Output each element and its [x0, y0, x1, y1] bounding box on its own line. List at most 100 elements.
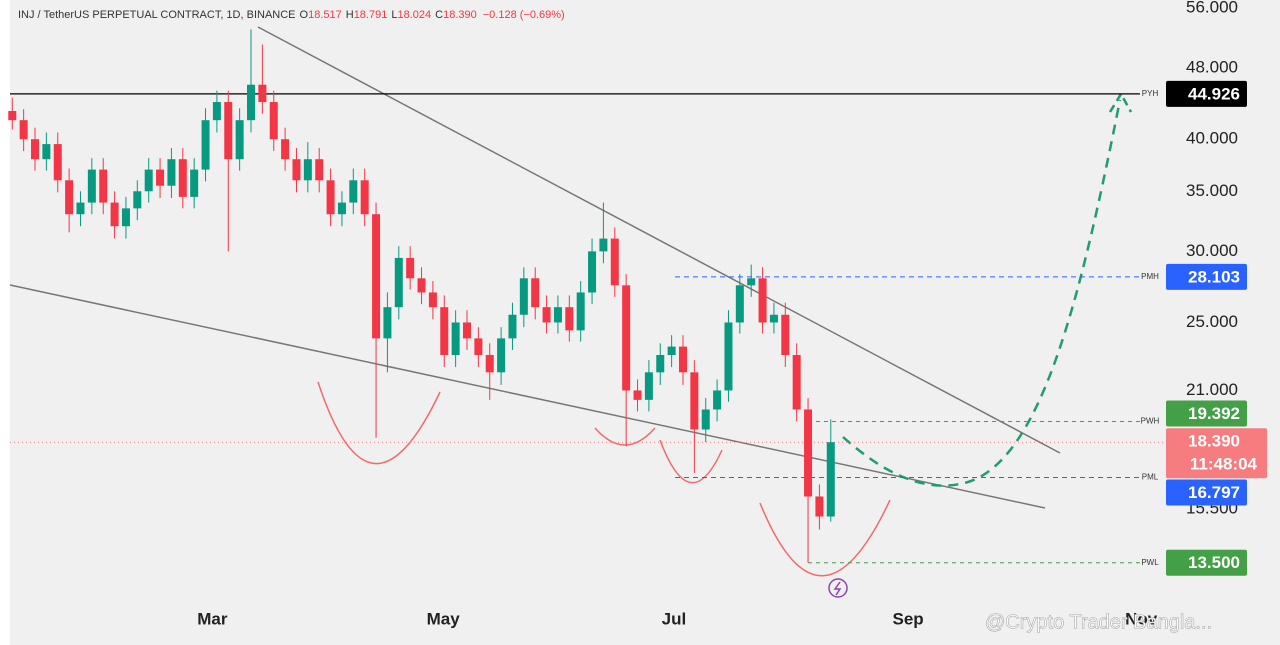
candle-body [610, 238, 619, 286]
price-tag-label: 19.392 [1188, 404, 1240, 423]
candle-body [258, 84, 267, 103]
candle-body [519, 278, 528, 315]
candle-body [644, 372, 653, 400]
ohlc-key: C [435, 9, 444, 21]
price-tag-box [1166, 479, 1247, 506]
candle-body [497, 338, 506, 373]
price-tag-box [1166, 80, 1247, 107]
candle-body [451, 322, 460, 355]
candle-body [815, 496, 824, 517]
y-tick-label: 56.000 [1186, 0, 1238, 16]
candle-body [485, 354, 494, 373]
candle-body [701, 409, 710, 430]
countdown: 11:48:04 [1190, 455, 1258, 474]
candle-body [724, 322, 733, 391]
x-tick-label: Sep [892, 609, 923, 628]
ohlc-value: 18.517 [308, 9, 342, 21]
watermark: @Crypto Trader Bangla... [985, 611, 1212, 633]
ohlc-key: H [345, 9, 354, 21]
arc [317, 381, 441, 465]
ohlc-value: 18.390 [443, 9, 477, 21]
candle-body [281, 139, 290, 160]
price-tag-label: 16.797 [1188, 483, 1240, 502]
x-tick-label: May [427, 609, 461, 628]
y-tick-label: 48.000 [1186, 58, 1238, 77]
ohlc-key: O [299, 9, 309, 21]
candle-body [758, 278, 767, 323]
y-tick-label: 35.000 [1186, 181, 1238, 200]
y-tick-label: 30.000 [1186, 241, 1238, 260]
price-line-tag: PMH [1141, 272, 1159, 281]
symbol: INJ / TetherUS PERPETUAL CONTRACT, 1D, B… [18, 9, 296, 21]
x-tick-label: Nov [1125, 609, 1158, 628]
candle-body [178, 159, 187, 197]
candle-body [474, 338, 483, 355]
candle-body [121, 208, 130, 227]
candle-body [133, 191, 142, 209]
candle-body [315, 159, 324, 181]
arc [659, 439, 723, 484]
price-line-tag: PWH [1141, 417, 1160, 426]
candle-body [417, 278, 426, 293]
candle-body [622, 285, 631, 391]
ohlc-key: L [391, 9, 398, 21]
candle-body [656, 354, 665, 373]
candle-body [303, 159, 312, 181]
price-tag-label: 28.103 [1188, 267, 1240, 286]
candle-body [735, 285, 744, 323]
price-line-tag: PML [1142, 473, 1159, 482]
trend-line [9, 284, 1046, 509]
alert-icon [828, 578, 848, 598]
candle-body [428, 292, 437, 308]
arc [594, 427, 656, 446]
candle-body [576, 292, 585, 331]
candle-body [678, 346, 687, 373]
candle-body [781, 314, 790, 355]
candle-body [326, 180, 335, 215]
candle-body [235, 120, 244, 160]
candle-body [462, 322, 471, 339]
candle-body [599, 238, 608, 252]
candle-body [31, 139, 40, 160]
drawings [9, 26, 1133, 598]
candle-body [99, 169, 108, 203]
candle-body [269, 102, 278, 140]
candle-body [337, 202, 346, 215]
price-line-tag: PYH [1142, 89, 1159, 98]
candle-body [508, 314, 517, 339]
ohlc-value: 18.791 [353, 9, 388, 21]
candle-body [531, 278, 540, 308]
last-price-label: 18.390 [1188, 432, 1240, 451]
candle-body [360, 180, 369, 215]
candle-body [553, 307, 562, 323]
candle-body [394, 257, 403, 308]
candle-body [440, 307, 449, 355]
candle-body [190, 169, 199, 197]
candle-body [144, 169, 153, 192]
candle-body [792, 354, 801, 410]
candle-body [565, 307, 574, 331]
candle-body [53, 144, 62, 181]
candle-body [747, 278, 756, 286]
y-tick-label: 21.000 [1186, 380, 1238, 399]
price-tag-box [1166, 549, 1247, 576]
candle-body [201, 120, 210, 170]
trend-line [257, 26, 1061, 454]
candle-body [292, 159, 301, 181]
x-tick-label: Mar [197, 609, 228, 628]
candle-body [588, 251, 597, 293]
candle-body [349, 180, 358, 203]
candle-body [87, 169, 96, 203]
arc [759, 499, 891, 577]
candle-body [8, 110, 17, 121]
candle-body [633, 390, 642, 400]
candle-body [690, 372, 699, 430]
candle-body [406, 257, 415, 279]
candle-body [76, 202, 85, 215]
candle-body [667, 346, 676, 355]
candle-body [804, 409, 813, 497]
candle-body [542, 307, 551, 323]
price-tag-box [1166, 263, 1247, 290]
y-tick-label: 40.000 [1186, 129, 1238, 148]
